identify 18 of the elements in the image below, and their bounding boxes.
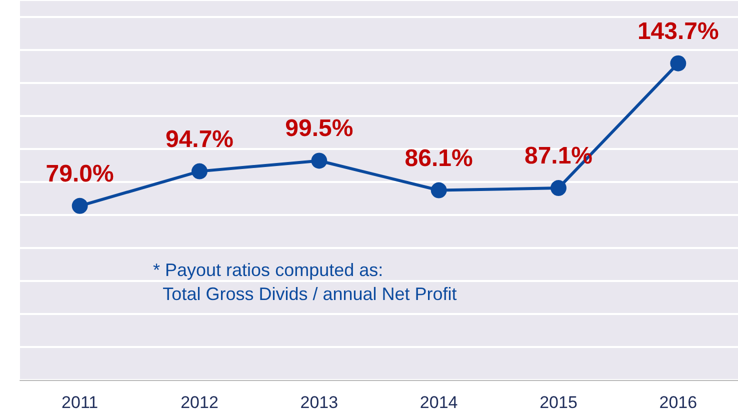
data-label: 79.0% <box>46 160 114 188</box>
x-tick-label: 2015 <box>540 393 578 412</box>
point <box>430 182 447 198</box>
x-tick-label: 2011 <box>62 393 98 412</box>
data-label: 86.1% <box>404 144 473 172</box>
data-label: 143.7% <box>637 18 719 45</box>
x-tick-label: 2016 <box>659 393 698 412</box>
point <box>192 163 208 180</box>
data-label: 99.5% <box>285 115 354 142</box>
x-tick-label: 2012 <box>180 393 218 412</box>
point <box>550 180 566 196</box>
text: * Payout ratios computed as: Total Gross Divids / annual Net Profit <box>153 260 457 304</box>
point <box>72 198 88 214</box>
point <box>670 55 686 72</box>
data-label: 94.7% <box>165 126 234 153</box>
x-tick-label: 2014 <box>420 393 458 412</box>
point <box>311 152 328 169</box>
x-tick-label: 2013 <box>300 393 338 412</box>
